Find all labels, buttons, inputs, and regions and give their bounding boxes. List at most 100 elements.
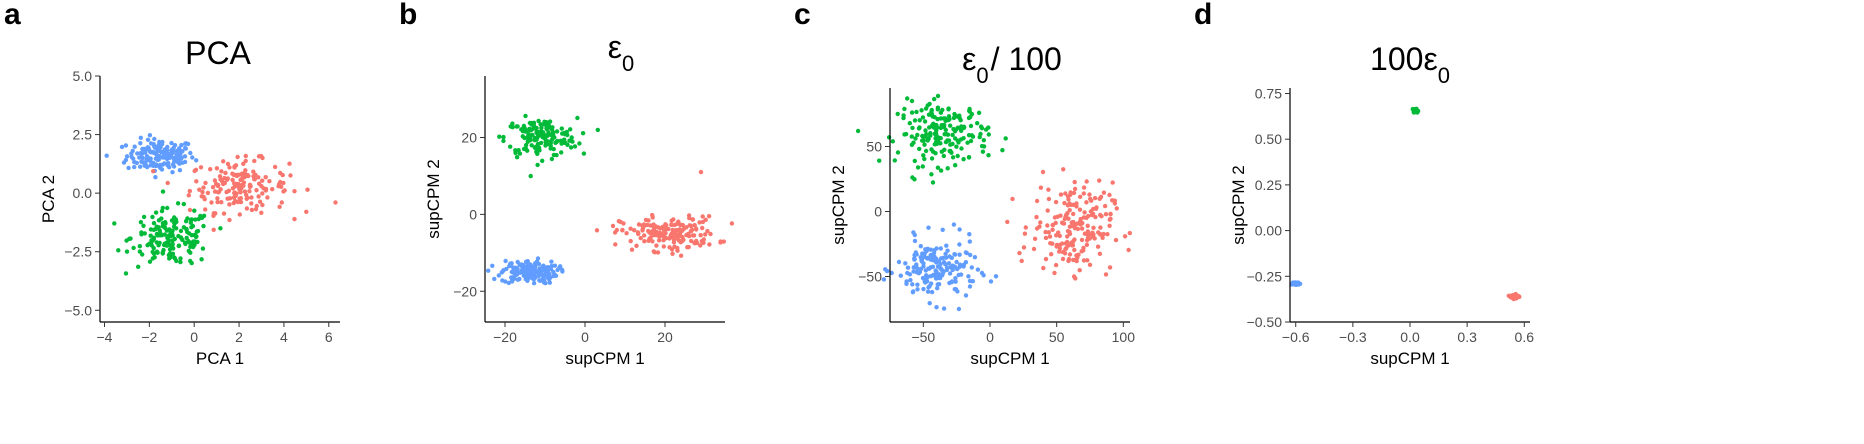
data-point-blue — [126, 165, 131, 171]
data-point-green — [549, 156, 555, 162]
data-point-red — [1077, 268, 1082, 273]
data-point-green — [188, 217, 194, 222]
data-point-green — [959, 146, 964, 151]
data-point-green — [191, 244, 196, 250]
data-point-red — [1043, 229, 1048, 235]
data-point-green — [920, 164, 925, 169]
data-point-blue — [154, 144, 160, 150]
x-tick-label: −0.6 — [1282, 329, 1310, 345]
data-point-red — [267, 179, 272, 184]
data-point-red — [1084, 179, 1089, 184]
data-point-red — [1084, 215, 1089, 220]
data-point-red — [1053, 262, 1059, 268]
data-point-red — [1058, 213, 1063, 218]
data-point-blue — [153, 175, 158, 180]
data-point-red — [663, 230, 668, 236]
x-tick-label: −4 — [97, 329, 113, 345]
data-point-red — [1072, 247, 1077, 253]
data-point-red — [212, 178, 218, 183]
data-point-red — [227, 165, 232, 170]
data-point-red — [1071, 190, 1077, 196]
data-point-red — [256, 194, 261, 199]
data-point-green — [151, 227, 156, 232]
data-point-green — [559, 150, 564, 155]
data-point-red — [1063, 241, 1068, 246]
data-point-green — [137, 244, 142, 249]
data-point-blue — [926, 285, 931, 290]
data-point-green — [156, 218, 162, 223]
data-point-blue — [975, 267, 981, 272]
data-point-green — [932, 96, 937, 102]
data-point-red — [1079, 226, 1085, 231]
data-point-green — [178, 228, 184, 234]
data-point-red — [690, 233, 696, 238]
data-point-blue — [180, 160, 185, 165]
data-point-red — [249, 195, 254, 200]
data-point-green — [193, 217, 198, 222]
data-point-red — [214, 166, 220, 171]
data-point-red — [721, 239, 726, 244]
data-point-red — [304, 209, 309, 214]
panel-a: a PCA −4 −2 0 2 4 6 −5.0 −2.5 0.0 2.5 5.0 PCA 1 PCA 2 — [0, 0, 430, 444]
data-point-red — [632, 228, 637, 233]
data-point-red — [1031, 246, 1037, 252]
data-point-green — [929, 172, 934, 177]
data-point-green — [978, 124, 984, 129]
data-point-red — [205, 190, 211, 196]
data-point-green — [922, 156, 927, 162]
data-point-green — [514, 124, 519, 129]
data-point-blue — [915, 266, 920, 271]
data-point-blue — [551, 269, 556, 275]
data-point-blue — [171, 145, 176, 151]
data-point-red — [1050, 222, 1055, 228]
data-point-red — [288, 173, 293, 178]
data-point-red — [212, 189, 218, 194]
panel-letter: d — [1194, 0, 1213, 31]
data-point-red — [1045, 223, 1050, 228]
data-point-red — [705, 228, 710, 234]
data-point-red — [213, 211, 218, 216]
data-point-green — [542, 119, 547, 125]
data-point-green — [923, 128, 928, 133]
data-point-green — [909, 134, 914, 139]
data-point-red — [698, 243, 703, 248]
data-point-red — [1071, 202, 1076, 207]
data-point-blue — [923, 268, 928, 273]
data-point-green — [915, 132, 920, 138]
data-point-red — [640, 228, 645, 233]
data-point-green — [919, 108, 924, 113]
data-point-blue — [124, 154, 130, 159]
data-point-green — [517, 151, 523, 156]
data-point-red — [240, 182, 245, 188]
data-point-green — [965, 140, 970, 145]
data-point-green — [160, 205, 165, 211]
data-point-red — [1063, 191, 1068, 196]
data-point-red — [678, 253, 684, 258]
data-point-red — [692, 223, 697, 228]
data-point-blue — [188, 150, 193, 156]
data-point-red — [260, 191, 265, 196]
data-point-blue — [896, 259, 902, 265]
data-point-blue — [957, 242, 962, 247]
data-point-green — [553, 140, 558, 145]
data-point-green — [116, 248, 121, 253]
data-point-red — [1508, 293, 1513, 298]
data-point-red — [1052, 270, 1057, 276]
data-point-green — [968, 123, 974, 129]
data-point-red — [257, 199, 263, 204]
data-point-blue — [912, 252, 917, 258]
data-point-green — [153, 210, 159, 215]
data-point-red — [1077, 220, 1083, 226]
data-point-red — [1054, 244, 1059, 249]
data-point-blue — [912, 238, 918, 244]
data-point-red — [667, 236, 672, 241]
data-point-red — [1019, 258, 1024, 264]
data-point-blue — [956, 306, 962, 312]
x-tick-label: 0 — [190, 329, 198, 345]
data-point-green — [948, 142, 953, 147]
data-point-blue — [914, 262, 919, 267]
data-point-green — [966, 115, 972, 121]
data-point-green — [929, 110, 934, 115]
data-point-red — [1058, 192, 1064, 197]
data-point-red — [221, 211, 227, 216]
